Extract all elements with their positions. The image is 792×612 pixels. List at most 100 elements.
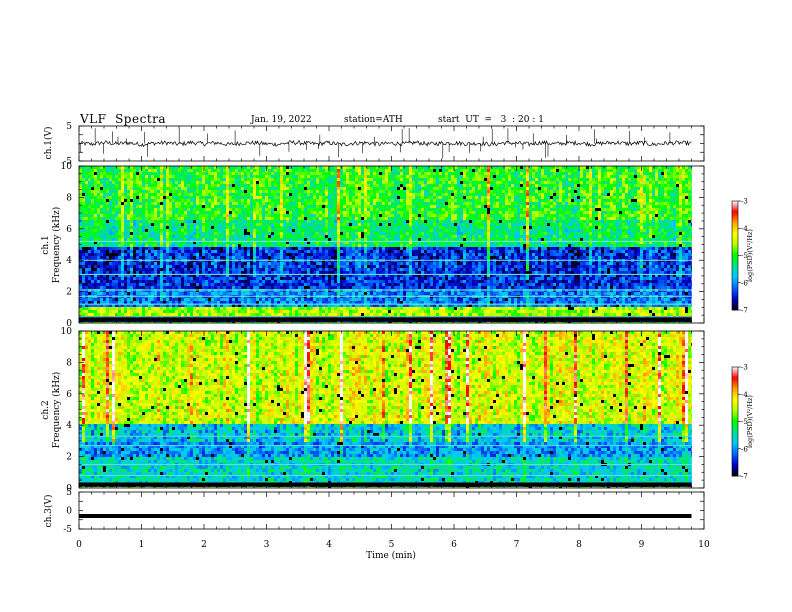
spec-cell [625,223,629,227]
spec-cell [427,214,431,218]
spec-cell [658,211,662,215]
spec-cell [118,202,122,206]
spec-cell [520,226,524,230]
spec-cell [118,196,122,200]
spec-cell [115,202,119,206]
spec-cell [625,220,629,224]
spec-cell [598,190,602,194]
spec-cell [121,232,125,236]
spec-cell [589,178,593,182]
spec-cell [97,211,101,215]
spec-cell [388,208,392,212]
spec-cell [361,202,365,206]
spec-cell [463,217,467,221]
spec-cell [205,172,209,176]
spec-cell [109,232,113,236]
spec-cell [157,190,161,194]
spec-cell [247,178,251,182]
spec-cell [178,223,182,227]
spec-cell [361,229,365,233]
spec-cell [223,181,227,185]
spec-cell [520,172,524,176]
spec-cell [478,193,482,197]
spec-cell [592,196,596,200]
spec-cell [520,223,524,227]
spec-cell [433,175,437,179]
spec-cell [496,196,500,200]
spec-cell [532,229,536,233]
spec-cell [478,181,482,185]
spec-cell [151,229,155,233]
spec-cell [472,211,476,215]
spec-cell [601,220,605,224]
spec-cell [370,220,374,224]
spec-cell [460,217,464,221]
spec-cell [217,193,221,197]
spec-cell [85,235,89,239]
spec-cell [592,190,596,194]
spec-cell [112,220,116,224]
spec-cell [184,175,188,179]
spec-cell [499,223,503,227]
spec-cell [124,166,128,170]
spec-cell [307,181,311,185]
spec-cell [520,175,524,179]
spec-cell [292,223,296,227]
spec-cell [505,232,509,236]
spec-cell [112,190,116,194]
spec-cell [481,175,485,179]
spec-cell [397,208,401,212]
spec-cell [118,211,122,215]
spec-cell [103,223,107,227]
spec-cell [358,190,362,194]
spec-cell [304,181,308,185]
spec-cell [532,214,536,218]
spec-cell [448,169,452,173]
spec-cell [304,220,308,224]
spec-cell [244,226,248,230]
spec-cell [130,190,134,194]
spec-cell [316,172,320,176]
spec-cell [637,220,641,224]
spec-cell [682,229,686,233]
spec-cell [505,217,509,221]
spec-cell [493,235,497,239]
spec-cell [502,235,506,239]
spec-cell [400,229,404,233]
spec-cell [400,235,404,239]
spec-cell [238,199,242,203]
spec-cell [568,184,572,188]
spec-cell [505,181,509,185]
spec-cell [619,187,623,191]
spec-cell [283,169,287,173]
spec-cell [301,226,305,230]
spec-cell [136,217,140,221]
spec-cell [145,223,149,227]
spec-cell [241,232,245,236]
spec-cell [331,235,335,239]
spec-cell [82,235,86,239]
spec-cell [205,187,209,191]
spec-cell [82,220,86,224]
spec-cell [631,196,635,200]
spec-cell [106,169,110,173]
spec-cell [445,229,449,233]
spec-cell [520,202,524,206]
spec-cell [475,196,479,200]
spec-cell [85,214,89,218]
spec-cell [223,175,227,179]
spec-cell [523,193,527,197]
spec-cell [289,199,293,203]
spec-cell [349,181,353,185]
spec-cell [412,199,416,203]
spec-cell [421,190,425,194]
spec-cell [409,196,413,200]
spec-cell [628,202,632,206]
spec-cell [97,193,101,197]
spec-cell [505,190,509,194]
spec-cell [163,220,167,224]
spec-cell [643,178,647,182]
spec-cell [193,172,197,176]
spec-cell [358,172,362,176]
spec-cell [610,172,614,176]
